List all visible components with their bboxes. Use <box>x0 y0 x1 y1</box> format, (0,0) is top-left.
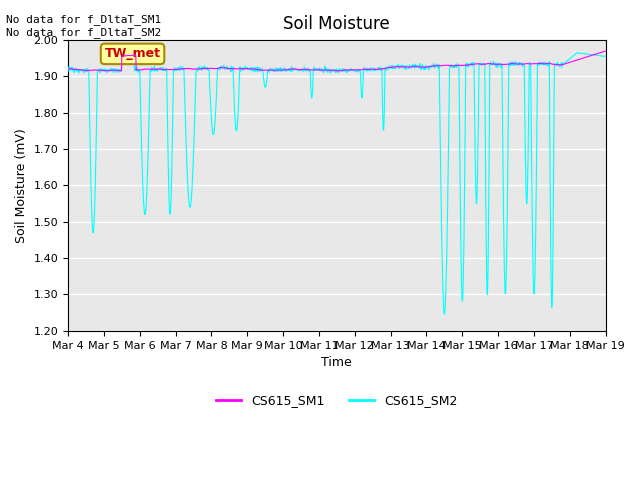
Text: TW_met: TW_met <box>104 48 161 60</box>
CS615_SM2 <box>573 50 580 56</box>
CS615_SM1 <box>303 67 311 72</box>
CS615_SM1 <box>127 52 135 58</box>
Title: Soil Moisture: Soil Moisture <box>284 15 390 33</box>
CS615_SM1 <box>371 66 378 72</box>
CS615_SM2 <box>127 55 135 61</box>
CS615_SM1 <box>106 67 113 73</box>
Line: CS615_SM1: CS615_SM1 <box>68 51 605 71</box>
Y-axis label: Soil Moisture (mV): Soil Moisture (mV) <box>15 128 28 243</box>
CS615_SM2 <box>64 68 72 74</box>
CS615_SM1 <box>602 48 609 54</box>
Text: No data for f_DltaT_SM1
No data for f_DltaT_SM2: No data for f_DltaT_SM1 No data for f_Dl… <box>6 14 162 38</box>
CS615_SM2 <box>370 68 378 73</box>
Legend: CS615_SM1, CS615_SM2: CS615_SM1, CS615_SM2 <box>211 389 463 412</box>
CS615_SM1 <box>313 67 321 72</box>
CS615_SM2 <box>441 311 449 317</box>
CS615_SM1 <box>292 66 300 72</box>
Line: CS615_SM2: CS615_SM2 <box>68 53 605 314</box>
CS615_SM2 <box>313 66 321 72</box>
CS615_SM2 <box>292 67 300 72</box>
CS615_SM2 <box>303 66 311 72</box>
CS615_SM2 <box>602 54 609 60</box>
CS615_SM2 <box>106 68 113 73</box>
CS615_SM1 <box>64 66 72 72</box>
CS615_SM1 <box>334 68 342 74</box>
X-axis label: Time: Time <box>321 356 352 369</box>
